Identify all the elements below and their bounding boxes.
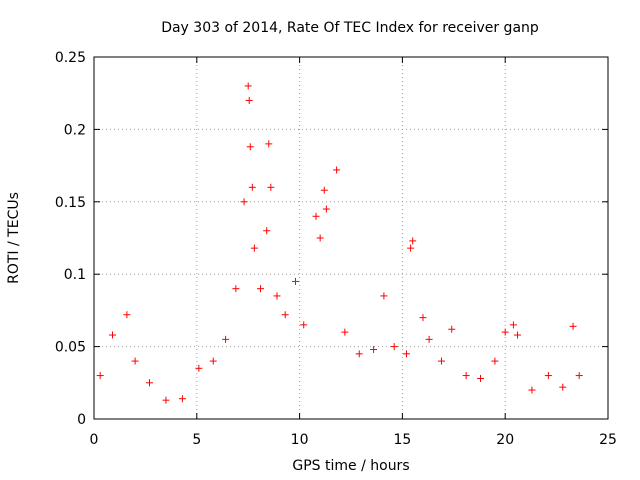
- y-tick-label: 0.25: [55, 50, 86, 66]
- data-point: [407, 244, 415, 252]
- data-point: [528, 386, 536, 394]
- data-point: [244, 82, 252, 90]
- data-point: [263, 227, 271, 235]
- data-point: [209, 357, 217, 365]
- x-tick-label: 5: [192, 432, 201, 448]
- data-point: [273, 292, 281, 300]
- data-point: [248, 183, 256, 191]
- x-tick-label: 0: [90, 432, 99, 448]
- data-point: [281, 311, 289, 319]
- data-point: [380, 292, 388, 300]
- data-point: [320, 186, 328, 194]
- data-point: [300, 321, 308, 329]
- y-tick-label: 0: [77, 412, 86, 428]
- data-point: [514, 331, 522, 339]
- data-point: [403, 350, 411, 358]
- data-point: [544, 372, 552, 380]
- data-point: [316, 234, 324, 242]
- y-axis: 0 0.05 0.1 0.15 0.2 0.25: [55, 50, 608, 428]
- data-point: [312, 212, 320, 220]
- data-point: [462, 372, 470, 380]
- y-tick-label: 0.1: [64, 267, 86, 283]
- data-point: [245, 96, 253, 104]
- data-point: [96, 372, 104, 380]
- y-tick-label: 0.05: [55, 340, 86, 356]
- x-tick-label: 20: [496, 432, 514, 448]
- data-point: [409, 237, 417, 245]
- data-point: [448, 325, 456, 333]
- data-point: [146, 379, 154, 387]
- grid-lines: [94, 57, 608, 419]
- data-point: [109, 331, 117, 339]
- data-point: [419, 314, 427, 322]
- x-axis-title: GPS time / hours: [292, 458, 409, 474]
- data-point: [437, 357, 445, 365]
- y-axis-title: ROTI / TECUs: [6, 192, 22, 284]
- x-tick-label: 25: [599, 432, 617, 448]
- data-point: [240, 198, 248, 206]
- data-point: [477, 374, 485, 382]
- data-point: [575, 372, 583, 380]
- data-point: [267, 183, 275, 191]
- x-tick-label: 15: [393, 432, 411, 448]
- y-tick-label: 0.15: [55, 195, 86, 211]
- data-point: [265, 140, 273, 148]
- y-tick-label: 0.2: [64, 122, 86, 138]
- data-point: [559, 383, 567, 391]
- data-point: [257, 285, 265, 293]
- x-axis: 0 5 10 15 20 25: [90, 57, 617, 448]
- data-point: [501, 328, 509, 336]
- x-tick-label: 10: [291, 432, 309, 448]
- data-point: [250, 244, 258, 252]
- data-point: [195, 364, 203, 372]
- data-point: [222, 335, 230, 343]
- chart-title: Day 303 of 2014, Rate Of TEC Index for r…: [161, 20, 539, 36]
- data-points: [96, 82, 583, 404]
- data-point: [162, 396, 170, 404]
- data-point: [333, 166, 341, 174]
- data-point: [569, 322, 577, 330]
- data-point: [509, 321, 517, 329]
- data-point: [291, 277, 299, 285]
- data-point: [246, 143, 254, 151]
- plot-frame: [93, 56, 609, 420]
- data-point: [355, 350, 363, 358]
- data-point: [178, 395, 186, 403]
- data-point: [425, 335, 433, 343]
- data-point: [232, 285, 240, 293]
- data-point: [370, 345, 378, 353]
- data-point: [322, 205, 330, 213]
- data-point: [341, 328, 349, 336]
- data-point: [491, 357, 499, 365]
- data-point: [390, 343, 398, 351]
- data-point: [131, 357, 139, 365]
- data-point: [123, 311, 131, 319]
